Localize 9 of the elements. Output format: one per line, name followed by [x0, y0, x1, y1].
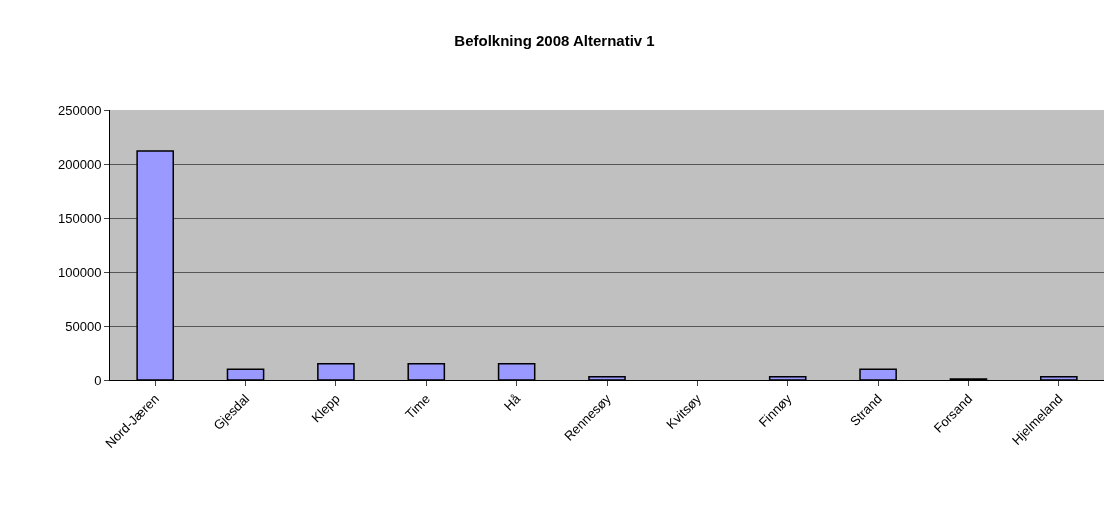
chart-title: Befolkning 2008 Alternativ 1: [454, 32, 655, 50]
y-tick-label: 200000: [58, 156, 102, 172]
y-tick-label: 0: [94, 372, 102, 388]
y-tick-label: 150000: [58, 210, 102, 226]
x-tick-label: Hå: [501, 390, 524, 414]
y-tick-label: 250000: [58, 102, 102, 118]
y-tick-label: 100000: [58, 264, 102, 280]
y-tick-label: 50000: [65, 318, 102, 334]
x-tick-label: Time: [402, 391, 433, 422]
